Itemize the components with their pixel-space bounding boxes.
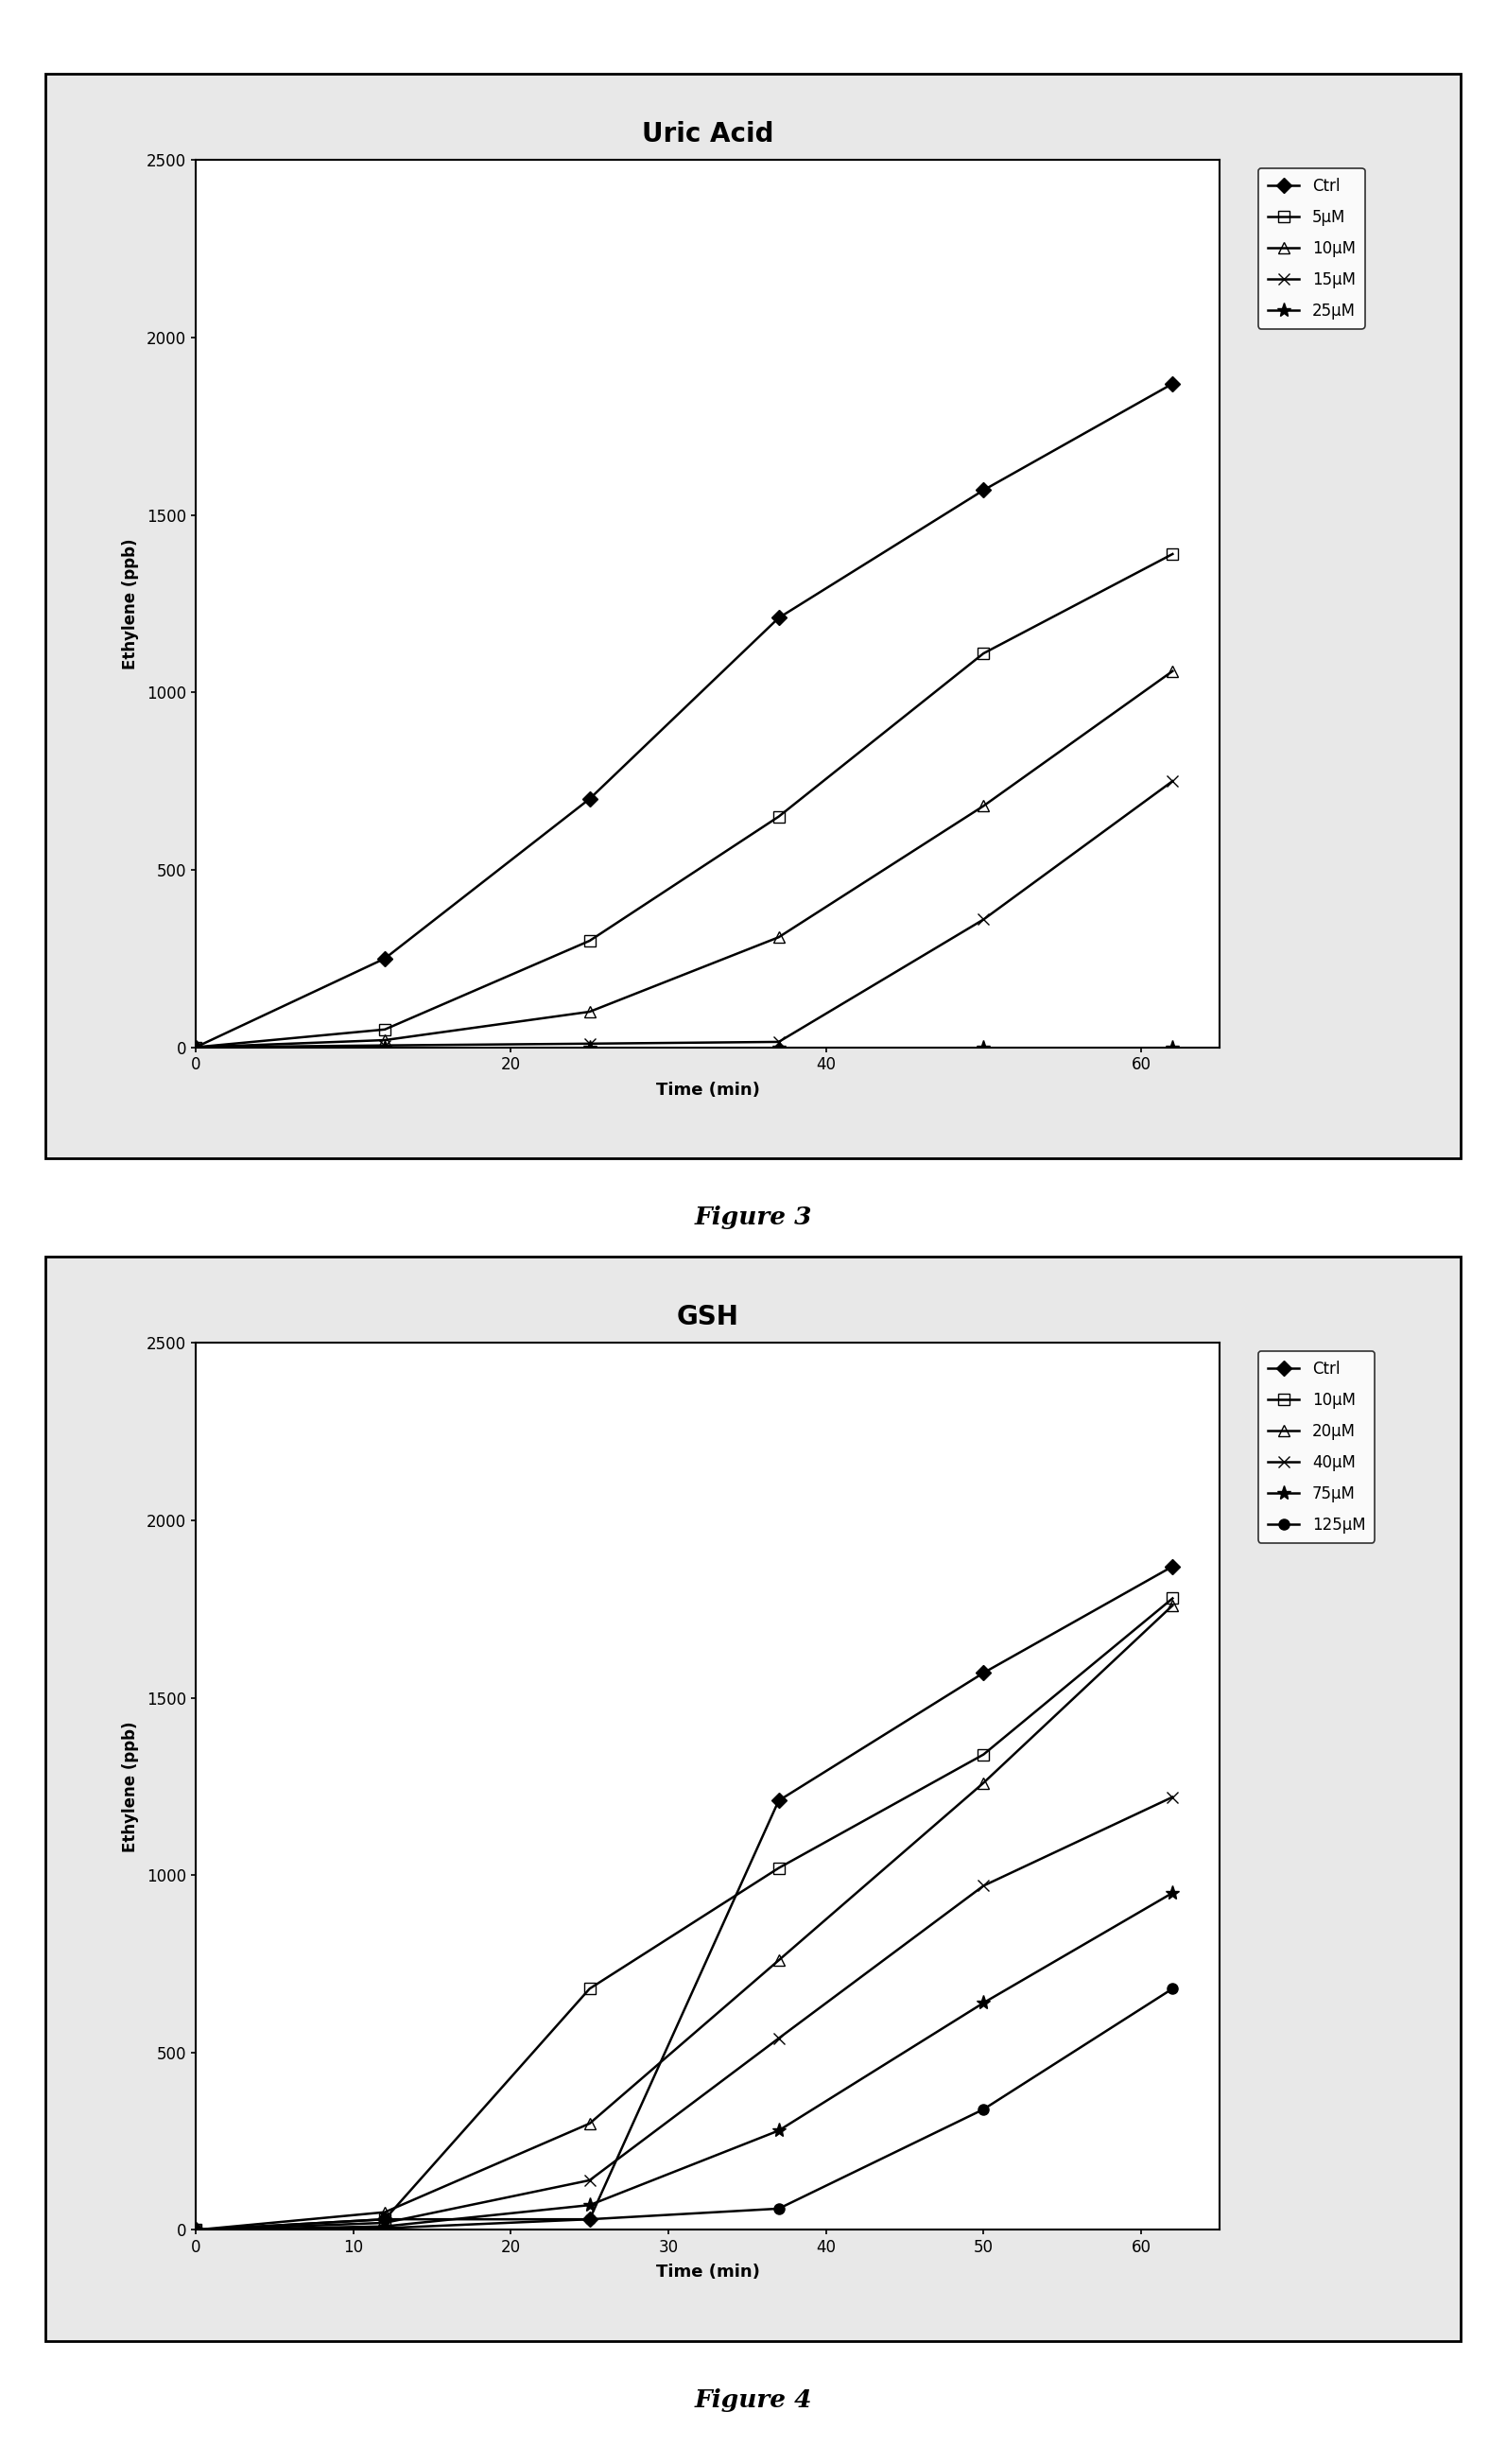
Y-axis label: Ethylene (ppb): Ethylene (ppb) [122,537,139,670]
10μM [376,1025,395,1055]
20μM [1164,1592,1182,1621]
20μM [376,2198,395,2227]
X-axis label: Time (min): Time (min) [657,2264,759,2282]
10μM [974,791,992,821]
Ctrl [187,2215,205,2245]
Line: 75μM: 75μM [188,1885,1179,2237]
15μM [770,1027,788,1057]
40μM [974,1870,992,1900]
20μM [581,2109,599,2139]
Title: GSH: GSH [676,1303,739,1331]
40μM [376,2208,395,2237]
10μM [581,1974,599,2003]
Ctrl [974,476,992,505]
Ctrl [376,2205,395,2235]
10μM [187,2215,205,2245]
15μM [187,1032,205,1062]
Text: Figure 3: Figure 3 [694,1205,812,1230]
25μM [187,1032,205,1062]
Line: Ctrl: Ctrl [191,1562,1178,2235]
15μM [581,1030,599,1060]
125μM [770,2193,788,2223]
Line: 25μM: 25μM [188,1040,1179,1055]
25μM [1164,1032,1182,1062]
125μM [974,2094,992,2124]
Legend: Ctrl, 5μM, 10μM, 15μM, 25μM: Ctrl, 5μM, 10μM, 15μM, 25μM [1259,168,1364,328]
20μM [187,2215,205,2245]
Line: 40μM: 40μM [190,1791,1179,2235]
Ctrl [1164,370,1182,399]
40μM [581,2166,599,2195]
15μM [376,1030,395,1060]
X-axis label: Time (min): Time (min) [657,1082,759,1099]
75μM [581,2190,599,2220]
10μM [1164,1584,1182,1614]
5μM [581,926,599,956]
Ctrl [770,1786,788,1816]
125μM [581,2205,599,2235]
Text: Figure 4: Figure 4 [694,2388,812,2412]
10μM [974,1740,992,1769]
75μM [376,2213,395,2242]
5μM [187,1032,205,1062]
40μM [770,2023,788,2053]
Line: 15μM: 15μM [190,776,1179,1052]
5μM [770,801,788,830]
Ctrl [581,2205,599,2235]
Ctrl [581,784,599,813]
Line: 20μM: 20μM [191,1599,1178,2235]
Line: 10μM: 10μM [191,1594,1178,2235]
75μM [770,2117,788,2146]
10μM [376,2205,395,2235]
Ctrl [974,1658,992,1688]
20μM [770,1947,788,1976]
15μM [974,904,992,934]
Ctrl [376,944,395,973]
10μM [187,1032,205,1062]
125μM [376,2213,395,2242]
10μM [581,998,599,1027]
Ctrl [770,604,788,633]
Line: 125μM: 125μM [191,1984,1178,2235]
Line: 5μM: 5μM [191,549,1178,1052]
20μM [974,1769,992,1799]
Title: Uric Acid: Uric Acid [642,121,774,148]
Y-axis label: Ethylene (ppb): Ethylene (ppb) [122,1720,139,1853]
5μM [974,638,992,668]
25μM [974,1032,992,1062]
10μM [770,1853,788,1882]
25μM [770,1032,788,1062]
10μM [770,922,788,951]
Ctrl [1164,1552,1182,1582]
5μM [1164,540,1182,569]
75μM [974,1988,992,2018]
15μM [1164,766,1182,796]
40μM [187,2215,205,2245]
25μM [581,1032,599,1062]
Line: 10μM: 10μM [191,665,1178,1052]
125μM [187,2215,205,2245]
40μM [1164,1781,1182,1811]
Line: Ctrl: Ctrl [191,379,1178,1052]
125μM [1164,1974,1182,2003]
Ctrl [187,1032,205,1062]
Legend: Ctrl, 10μM, 20μM, 40μM, 75μM, 125μM: Ctrl, 10μM, 20μM, 40μM, 75μM, 125μM [1259,1350,1375,1542]
25μM [376,1032,395,1062]
75μM [1164,1878,1182,1907]
10μM [1164,655,1182,685]
5μM [376,1015,395,1045]
75μM [187,2215,205,2245]
